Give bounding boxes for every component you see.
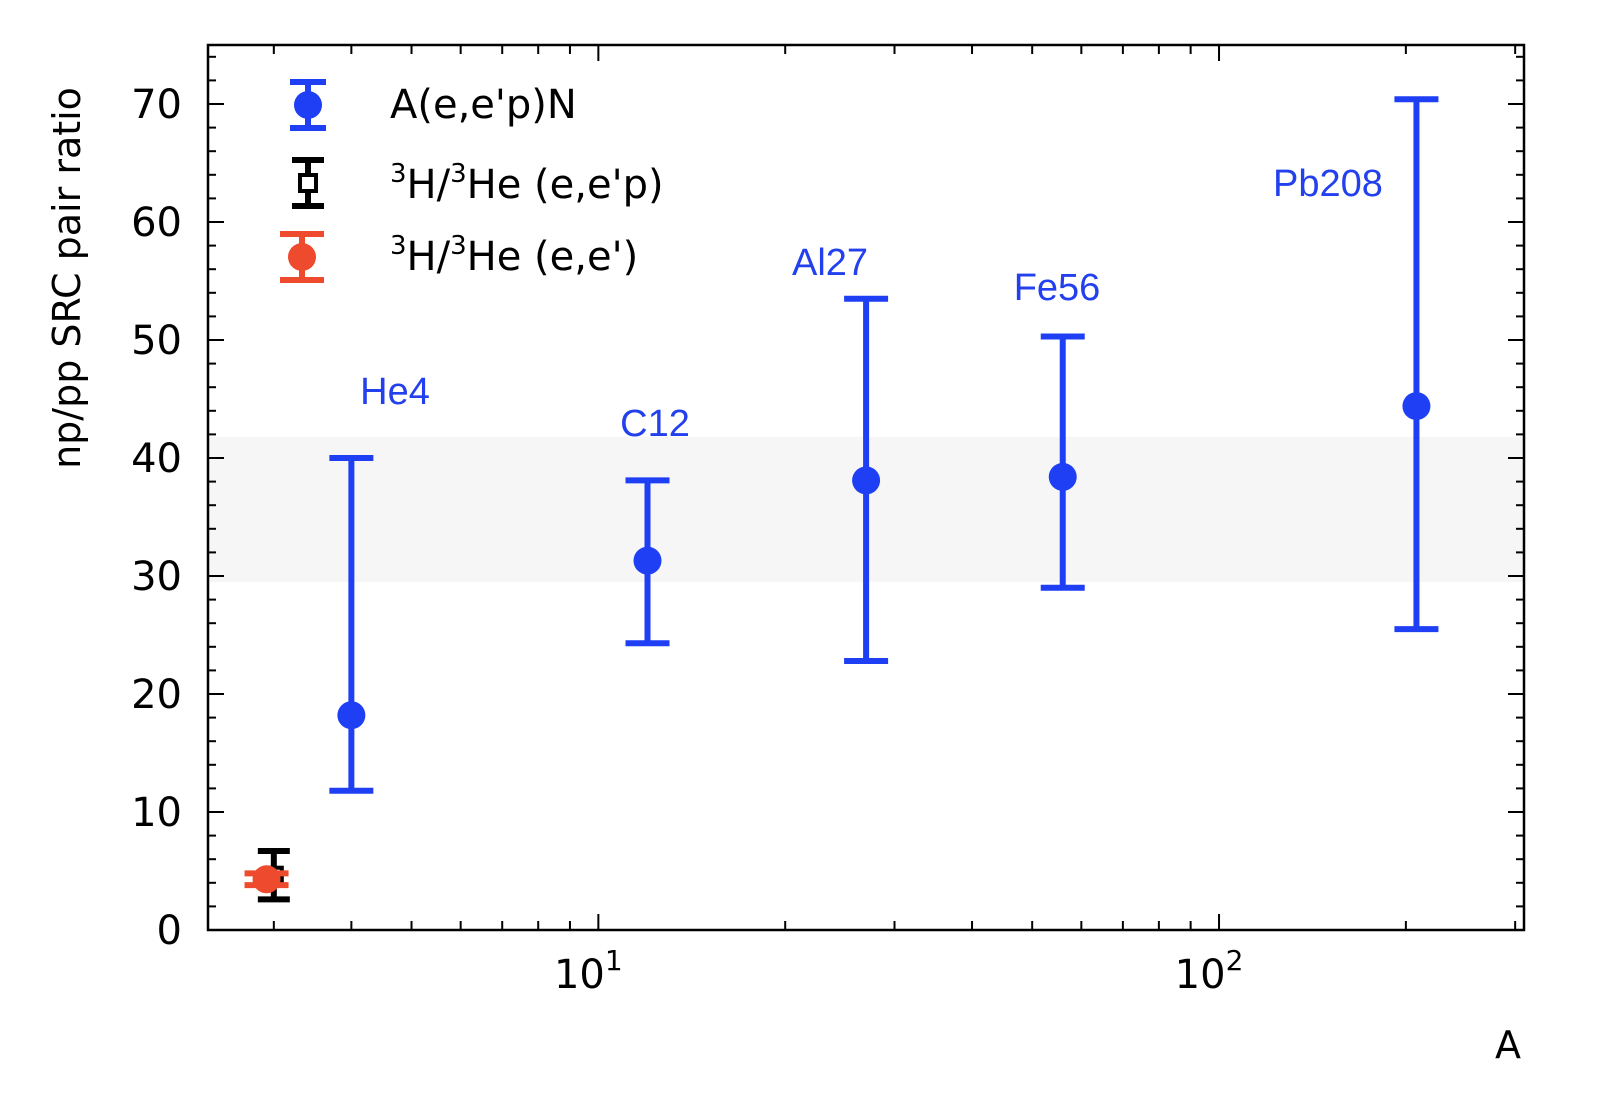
- data-point-marker: [337, 701, 366, 730]
- point-label: He4: [360, 371, 430, 413]
- y-tick-label: 40: [131, 436, 182, 482]
- legend: A(e,e'p)N 3H/3He (e,e'p) 3H/3He (e,e'): [280, 79, 664, 283]
- x-tick-exponent: 1: [605, 944, 623, 977]
- y-tick-label: 30: [131, 554, 182, 600]
- legend-text-part: He (e,e'p): [467, 162, 664, 208]
- y-tick-label: 10: [131, 790, 182, 836]
- data-point-marker: [852, 466, 881, 495]
- legend-marker-3h3he-ee: [280, 231, 324, 283]
- x-tick-exponent: 2: [1226, 944, 1244, 977]
- legend-sup: 3: [390, 231, 407, 261]
- legend-marker-3h3he-eep: [292, 157, 324, 209]
- point-label: Fe56: [1014, 267, 1101, 309]
- legend-sup: 3: [390, 159, 407, 189]
- data-point-marker: [1048, 462, 1077, 491]
- y-tick-label: 0: [157, 908, 182, 954]
- x-tick-base: 10: [1175, 952, 1226, 998]
- data-layer: [244, 96, 1439, 903]
- legend-sup: 3: [450, 159, 467, 189]
- series-2: [244, 865, 289, 894]
- data-point-marker: [1402, 392, 1431, 421]
- point-label: Pb208: [1273, 163, 1383, 205]
- y-tick-label: 70: [131, 82, 182, 128]
- x-tick-label: 101: [554, 944, 623, 998]
- legend-sup: 3: [450, 231, 467, 261]
- x-tick-label: 102: [1175, 944, 1244, 998]
- y-tick-label: 60: [131, 200, 182, 246]
- legend-label-aeep: A(e,e'p)N: [390, 82, 577, 128]
- x-tick-base: 10: [554, 952, 605, 998]
- legend-text-part: H/: [407, 234, 451, 280]
- y-tick-label: 50: [131, 318, 182, 364]
- x-tick-labels: 101 102: [554, 944, 1243, 998]
- legend-circle-marker: [288, 243, 316, 271]
- y-tick-labels: 0 10 20 30 40 50 60 70: [131, 82, 182, 954]
- x-axis-label: A: [1495, 1023, 1521, 1067]
- legend-label-3h3he-ee: 3H/3He (e,e'): [390, 231, 638, 280]
- data-point-marker: [252, 865, 281, 894]
- legend-text-part: He (e,e'): [467, 234, 639, 280]
- legend-square-marker: [298, 173, 318, 193]
- point-labels-layer: He4 C12 Al27 Fe56 Pb208: [360, 163, 1383, 445]
- point-label: C12: [620, 403, 690, 445]
- legend-circle-marker: [294, 91, 322, 119]
- data-point-marker: [633, 546, 662, 575]
- legend-label-3h3he-eep: 3H/3He (e,e'p): [390, 159, 664, 208]
- legend-text-part: H/: [407, 162, 451, 208]
- series-0: [329, 96, 1439, 794]
- y-tick-label: 20: [131, 672, 182, 718]
- plot-frame: [206, 43, 1526, 932]
- legend-marker-aeep: [290, 79, 326, 131]
- major-ticks-layer: [208, 45, 1524, 931]
- y-axis-label: np/pp SRC pair ratio: [45, 87, 89, 469]
- point-label: Al27: [792, 242, 868, 284]
